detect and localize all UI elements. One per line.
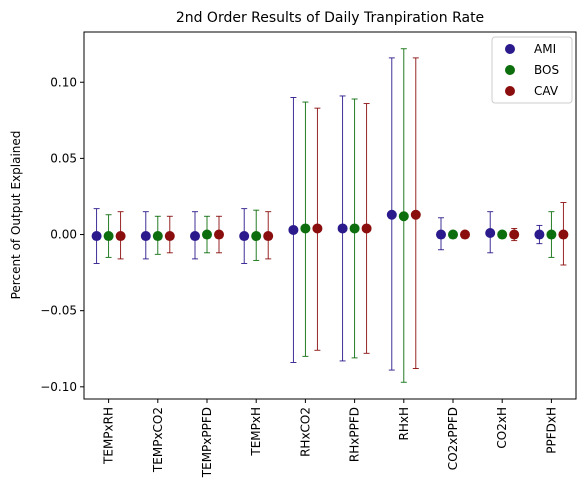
data-point: [410, 209, 421, 220]
data-point: [263, 231, 274, 242]
legend: AMI BOS CAV: [491, 36, 573, 104]
y-axis-label: Percent of Output Explained: [9, 131, 23, 300]
x-tick-label: PPFDxH: [544, 407, 558, 454]
legend-label-cav: CAV: [534, 84, 559, 98]
y-tick-label: −0.05: [40, 304, 77, 318]
data-point: [312, 223, 323, 234]
data-point: [558, 229, 569, 240]
data-point: [448, 229, 458, 240]
data-point: [509, 229, 520, 240]
data-point: [164, 231, 175, 242]
legend-marker-bos: [505, 65, 515, 75]
legend-label-ami: AMI: [534, 42, 556, 56]
data-point: [497, 229, 508, 240]
data-point: [398, 211, 409, 222]
data-point: [251, 231, 262, 242]
data-point: [460, 229, 470, 240]
data-point: [103, 231, 114, 242]
y-tick-label: −0.10: [40, 380, 77, 394]
data-point: [202, 229, 212, 240]
legend-marker-cav: [505, 86, 515, 96]
x-tick-label: RHxCO2: [298, 407, 312, 457]
axes: −0.10 −0.05 0.00 0.05 0.10 TEMPxRH TEMPxCO2 TEM…: [40, 31, 577, 478]
series-ami: [91, 57, 545, 371]
y-tick-label: 0.00: [50, 228, 77, 242]
data-point: [140, 231, 151, 242]
data-point: [485, 228, 496, 239]
x-tick-label: TEMPxCO2: [151, 407, 165, 473]
x-tick-label: RHxH: [397, 407, 411, 441]
data-point: [152, 231, 163, 242]
legend-marker-ami: [505, 44, 515, 54]
data-point: [386, 209, 397, 220]
legend-label-bos: BOS: [534, 63, 559, 77]
plot-area: [91, 48, 569, 383]
data-point: [337, 223, 348, 234]
x-tick-label: RHxPPFD: [348, 407, 362, 462]
x-tick-label: TEMPxRH: [102, 407, 116, 465]
data-point: [214, 229, 224, 240]
legend-box: [491, 36, 573, 104]
data-point: [349, 223, 360, 234]
series-bos: [103, 48, 557, 383]
plot-frame: [83, 31, 577, 400]
data-point: [436, 229, 446, 240]
data-point: [190, 231, 200, 242]
y-tick-label: 0.05: [50, 151, 77, 165]
x-tick-label: CO2xPPFD: [446, 407, 460, 470]
data-point: [239, 231, 250, 242]
data-point: [91, 231, 102, 242]
x-tick-label: TEMPxPPFD: [200, 407, 214, 478]
data-point: [534, 229, 545, 240]
data-point: [115, 231, 126, 242]
data-point: [546, 229, 557, 240]
x-tick-label: CO2xH: [495, 407, 509, 449]
data-point: [361, 223, 372, 234]
chart-title: 2nd Order Results of Daily Tranpiration …: [176, 10, 484, 26]
data-point: [288, 224, 299, 235]
y-tick-label: 0.10: [50, 75, 77, 89]
series-cav: [115, 57, 569, 369]
x-tick-label: TEMPxH: [249, 407, 263, 457]
data-point: [300, 223, 311, 234]
